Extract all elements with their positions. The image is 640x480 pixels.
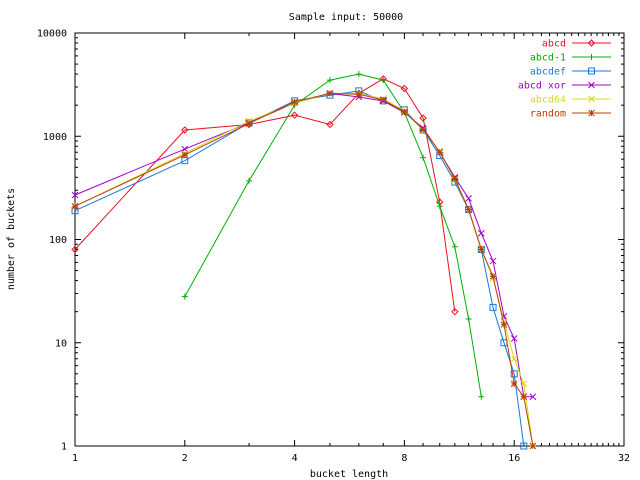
data-point [451, 243, 458, 250]
data-point [510, 370, 518, 378]
legend-label-abcdef: abcdef [530, 67, 566, 78]
data-point [477, 229, 485, 237]
data-point [510, 335, 518, 342]
data-point [419, 125, 427, 133]
series-random [71, 90, 537, 450]
data-point [380, 77, 387, 84]
x-tick-label: 2 [182, 453, 188, 464]
data-point [451, 175, 459, 182]
legend-label-random: random [530, 109, 566, 120]
data-point [478, 393, 485, 400]
data-point [71, 191, 79, 199]
data-point [181, 151, 189, 159]
data-point [520, 380, 528, 388]
legend-marker [588, 81, 595, 89]
data-point [489, 272, 497, 280]
x-axis-label: bucket length [310, 469, 388, 480]
data-point [451, 307, 459, 316]
legend-label-abcd-1: abcd-1 [530, 53, 566, 64]
legend-marker [588, 95, 595, 103]
series-abcd-1 [181, 71, 485, 400]
legend-marker [588, 67, 595, 75]
legend-marker [588, 109, 595, 117]
data-point [181, 126, 189, 134]
series-line-abcd-1 [184, 73, 482, 397]
series-line-abcd [74, 78, 456, 312]
series-abcd64 [71, 90, 537, 450]
data-point [520, 393, 528, 401]
y-tick-label: 10000 [37, 29, 67, 40]
chart-title: Sample input: 50000 [289, 12, 403, 23]
data-point [400, 84, 409, 93]
y-tick-label: 1 [61, 442, 67, 453]
data-point [529, 442, 537, 450]
data-point [355, 90, 363, 98]
data-point [401, 108, 408, 116]
series-line-abcdef [74, 90, 525, 447]
data-point [181, 293, 188, 300]
legend-label-abcd-xor: abcd xor [518, 81, 566, 92]
legend-marker [587, 39, 596, 47]
data-point [510, 380, 518, 388]
data-point [379, 96, 387, 104]
x-tick-label: 1 [72, 453, 78, 464]
data-point [465, 315, 472, 322]
data-point [436, 148, 444, 156]
data-point [489, 303, 497, 311]
data-point [71, 245, 79, 254]
y-tick-label: 100 [49, 235, 67, 246]
y-tick-label: 10 [55, 338, 67, 349]
y-axis-label: number of buckets [6, 188, 17, 290]
data-point [355, 71, 362, 78]
data-point [326, 77, 333, 84]
data-point [465, 206, 472, 213]
series-line-abcd64 [74, 92, 534, 447]
data-point [520, 442, 528, 450]
x-tick-label: 32 [618, 453, 630, 464]
data-point [326, 120, 334, 129]
data-point [500, 321, 508, 328]
data-point [529, 393, 537, 401]
data-point [489, 257, 497, 265]
data-point [290, 111, 299, 119]
data-point [291, 98, 298, 106]
legend-label-abcd64: abcd64 [530, 95, 566, 106]
x-tick-label: 4 [292, 453, 298, 464]
series-line-random [74, 92, 534, 447]
legend-marker [588, 54, 595, 60]
data-point [436, 203, 443, 210]
series-abcd [71, 75, 459, 316]
data-point [245, 120, 253, 127]
x-tick-label: 8 [401, 453, 407, 464]
y-tick-label: 1000 [43, 132, 67, 143]
data-point [71, 202, 79, 210]
data-point [420, 154, 427, 161]
data-point [465, 195, 472, 202]
data-point [477, 246, 485, 253]
legend-label-abcd: abcd [542, 39, 566, 50]
data-point [326, 90, 334, 97]
series-line-abcd-xor [74, 92, 533, 398]
data-point [510, 355, 518, 363]
data-point [419, 114, 427, 122]
data-point [246, 177, 253, 184]
series-abcd-xor [71, 90, 537, 401]
x-tick-label: 16 [508, 453, 520, 464]
